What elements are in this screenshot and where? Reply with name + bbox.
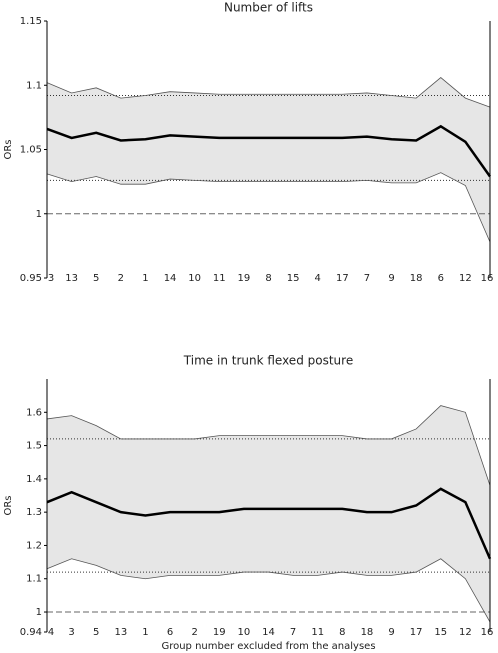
- y-tick-label: 1.3: [26, 507, 42, 518]
- x-tick-label: 14: [164, 273, 177, 284]
- x-tick-label: 4: [315, 273, 321, 284]
- x-tick-label: 16: [481, 627, 494, 638]
- x-tick-label: 15: [434, 627, 447, 638]
- x-tick-label: 17: [410, 627, 423, 638]
- x-tick-label: 6: [438, 273, 444, 284]
- ci-line: [46, 77, 491, 108]
- y-tick-label: 1.1: [26, 80, 42, 91]
- y-tick-label: 1.1: [26, 574, 42, 585]
- x-tick-label: 19: [213, 627, 226, 638]
- or-line: [46, 124, 492, 178]
- x-tick-label: 1: [142, 273, 148, 284]
- x-tick-label: 10: [188, 273, 201, 284]
- x-tick-label: 19: [238, 273, 251, 284]
- x-tick-label: 18: [410, 273, 423, 284]
- x-tick-label: 13: [65, 273, 78, 284]
- x-tick-label: 2: [118, 273, 124, 284]
- ci-band: [47, 77, 490, 243]
- x-tick-label: 3: [68, 627, 74, 638]
- y-tick-label: 0.95: [20, 273, 42, 284]
- y-tick-label: 1.6: [26, 407, 42, 418]
- y-tick-label: 1.15: [20, 16, 42, 27]
- ci-line: [46, 172, 491, 243]
- x-tick-label: 4: [48, 627, 54, 638]
- y-tick-label: 1.2: [26, 540, 42, 551]
- chart-title: Time in trunk flexed posture: [183, 354, 353, 368]
- x-tick-label: 16: [481, 273, 494, 284]
- x-tick-label: 6: [167, 627, 173, 638]
- x-tick-label: 14: [262, 627, 275, 638]
- x-tick-label: 15: [287, 273, 300, 284]
- x-tick-label: 7: [290, 627, 296, 638]
- x-tick-label: 3: [48, 273, 54, 284]
- y-tick-label: 0.94: [20, 627, 42, 638]
- x-axis-label: Group number excluded from the analyses: [161, 641, 375, 652]
- x-tick-label: 11: [311, 627, 324, 638]
- y-tick-label: 1: [36, 209, 42, 220]
- y-tick-label: 1.4: [26, 474, 42, 485]
- x-tick-label: 8: [265, 273, 271, 284]
- x-tick-label: 9: [388, 273, 394, 284]
- x-tick-label: 8: [339, 627, 345, 638]
- or-line: [46, 487, 492, 560]
- y-tick-label: 1: [36, 607, 42, 618]
- x-tick-label: 17: [336, 273, 349, 284]
- x-tick-label: 11: [213, 273, 226, 284]
- ci-line: [46, 558, 491, 623]
- x-tick-label: 18: [361, 627, 374, 638]
- y-tick-label: 1.5: [26, 441, 42, 452]
- x-tick-label: 13: [114, 627, 127, 638]
- x-tick-label: 7: [364, 273, 370, 284]
- x-tick-label: 5: [93, 273, 99, 284]
- x-tick-label: 2: [191, 627, 197, 638]
- x-tick-label: 5: [93, 627, 99, 638]
- y-tick-label: 1.05: [20, 145, 42, 156]
- chart-title: Number of lifts: [224, 1, 313, 15]
- ci-line: [46, 405, 491, 486]
- y-axis-label: ORs: [3, 495, 14, 515]
- x-tick-label: 12: [459, 627, 472, 638]
- ci-band: [47, 405, 490, 623]
- x-tick-label: 10: [238, 627, 251, 638]
- y-axis-label: ORs: [3, 139, 14, 159]
- x-tick-label: 1: [142, 627, 148, 638]
- x-tick-label: 12: [459, 273, 472, 284]
- x-tick-label: 9: [388, 627, 394, 638]
